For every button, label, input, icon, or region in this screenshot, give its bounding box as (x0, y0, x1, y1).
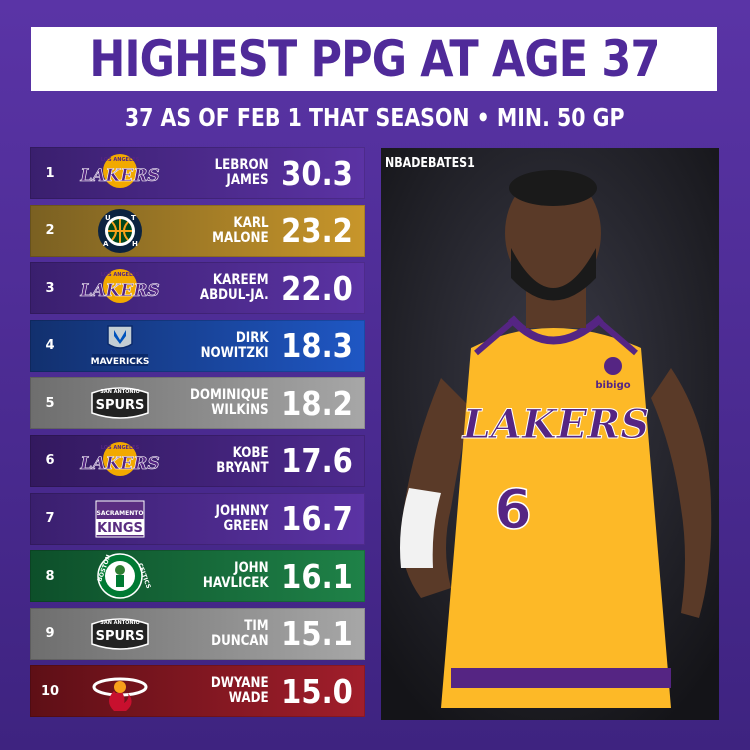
player-photo: LAKERS 6 bibigo (381, 148, 719, 720)
ppg-value: 15.1 (281, 614, 353, 654)
player-name: JOHNNY GREEN (215, 502, 269, 534)
player-name: DOMINIQUE WILKINS (190, 387, 269, 419)
ranking-row: 7 SACRAMENTO KINGS JOHNNY GREEN 16.7 (30, 492, 365, 545)
ppg-value: 30.3 (281, 153, 353, 193)
rank-number: 5 (45, 395, 55, 411)
kings-top-text: SACRAMENTO (97, 510, 144, 517)
jazz-letter: T (131, 214, 136, 222)
ppg-value: 16.7 (281, 499, 353, 539)
player-name: DWYANE WADE (210, 675, 269, 707)
ppg-value: 16.1 (281, 556, 353, 596)
jazz-letter: A (103, 240, 109, 248)
ranking-row: 4 MAVERICKS DIRK NOWITZKI 18.3 (30, 319, 365, 372)
ppg-value: 22.0 (281, 268, 353, 308)
rank-number: 1 (45, 165, 55, 181)
jazz-logo-icon: U T A H (70, 205, 170, 257)
jersey-sponsor: bibigo (595, 380, 630, 391)
subtitle-text: 37 AS OF FEB 1 THAT SEASON • MIN. 50 GP (125, 103, 625, 132)
ranking-row: 8 BOSTON CELTICS JOHN HAVLICEK 16.1 (30, 550, 365, 603)
ranking-row: 5 SAN ANTONIO SPURS DOMINIQUE WILKINS 18… (30, 377, 365, 430)
lakers-text: LAKERS (79, 454, 159, 474)
jazz-letter: U (105, 214, 111, 222)
page-subtitle: 37 AS OF FEB 1 THAT SEASON • MIN. 50 GP (0, 103, 750, 132)
player-name: LEBRON JAMES (214, 157, 269, 188)
spurs-top-text: SAN ANTONIO (100, 389, 139, 395)
rank-number: 10 (40, 683, 60, 699)
lakers-top-text: LOS ANGELES (101, 272, 140, 278)
ppg-value: 15.0 (281, 671, 353, 711)
lakers-text: LAKERS (79, 281, 159, 301)
lakers-top-text: LOS ANGELES (101, 157, 140, 163)
ppg-value: 18.3 (281, 326, 353, 366)
player-name: KOBE BRYANT (216, 444, 269, 476)
rank-number: 4 (45, 338, 55, 354)
ppg-value: 23.2 (281, 211, 353, 251)
rank-number: 3 (45, 280, 55, 296)
spurs-text: SPURS (96, 398, 145, 413)
rank-number: 7 (45, 511, 55, 527)
player-name: DIRK NOWITZKI (200, 329, 269, 361)
player-name: TIM DUNCAN (211, 617, 269, 649)
jersey-number: 6 (494, 478, 532, 541)
rank-number: 8 (45, 568, 55, 584)
rank-number: 9 (45, 626, 55, 642)
credit-handle: NBADEBATES1 (385, 156, 475, 171)
rank-number: 2 (45, 223, 55, 239)
page-title: HIGHEST PPG AT AGE 37 (88, 30, 660, 88)
ppg-value: 17.6 (281, 441, 353, 481)
spurs-top-text: SAN ANTONIO (100, 620, 139, 626)
spurs-logo-icon: SAN ANTONIO SPURS (70, 608, 170, 660)
player-name: KAREEM ABDUL-JA. (199, 272, 269, 304)
ranking-row: 3 LOS ANGELES LAKERS KAREEM ABDUL-JA. 22… (30, 262, 365, 315)
ranking-row: 10 DWYANE WADE 15.0 (30, 665, 365, 718)
ranking-row: 9 SAN ANTONIO SPURS TIM DUNCAN 15.1 (30, 607, 365, 660)
lakers-text: LAKERS (79, 166, 159, 186)
spurs-logo-icon: SAN ANTONIO SPURS (70, 377, 170, 429)
ranking-row: 2 U T A H KARL MALONE 23.2 (30, 204, 365, 257)
ranking-row: 1 LOS ANGELES LAKERS LEBRON JAMES 30.3 (30, 147, 365, 199)
ppg-value: 18.2 (281, 383, 353, 423)
rank-number: 6 (45, 453, 55, 469)
mavericks-logo-icon: MAVERICKS (70, 320, 170, 372)
kings-logo-icon: SACRAMENTO KINGS (70, 493, 170, 545)
jazz-letter: H (132, 240, 138, 248)
lakers-logo-icon: LOS ANGELES LAKERS (70, 262, 170, 314)
player-name: KARL MALONE (212, 214, 269, 246)
lakers-logo-icon: LOS ANGELES LAKERS (70, 435, 170, 487)
kings-text: KINGS (97, 521, 143, 536)
lakers-logo-icon: LOS ANGELES LAKERS (70, 147, 170, 199)
lakers-top-text: LOS ANGELES (101, 445, 140, 451)
ranking-row: 6 LOS ANGELES LAKERS KOBE BRYANT 17.6 (30, 434, 365, 487)
jersey-team-text: LAKERS (462, 401, 650, 448)
mavericks-text: MAVERICKS (91, 357, 150, 367)
celtics-logo-icon: BOSTON CELTICS (70, 550, 170, 602)
title-banner: HIGHEST PPG AT AGE 37 (31, 27, 717, 91)
rankings-list: 1 LOS ANGELES LAKERS LEBRON JAMES 30.3 2… (30, 147, 365, 723)
spurs-text: SPURS (96, 629, 145, 644)
player-name: JOHN HAVLICEK (202, 560, 269, 592)
heat-logo-icon (70, 665, 170, 717)
